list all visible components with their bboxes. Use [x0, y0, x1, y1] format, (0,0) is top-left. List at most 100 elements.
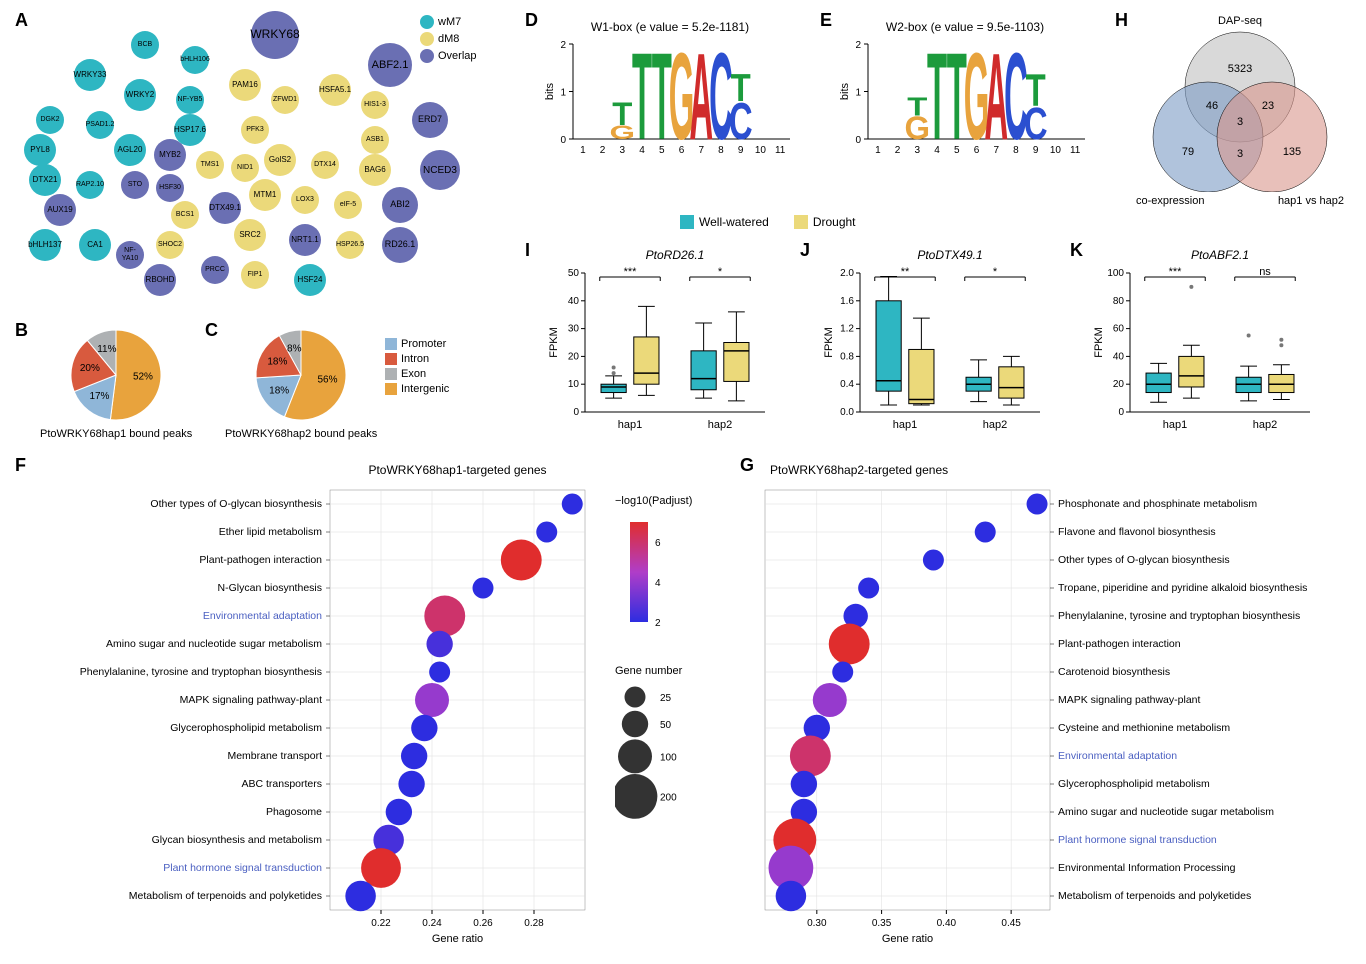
- svg-text:**: **: [901, 266, 910, 278]
- svg-text:0.26: 0.26: [473, 918, 493, 929]
- svg-text:hap1: hap1: [1163, 419, 1187, 431]
- svg-text:PtoRD26.1: PtoRD26.1: [646, 248, 705, 262]
- svg-text:2: 2: [655, 618, 661, 627]
- svg-text:Plant-pathogen interaction: Plant-pathogen interaction: [199, 554, 322, 566]
- legend-row: Overlap: [420, 49, 477, 63]
- svg-text:1: 1: [580, 145, 586, 156]
- pie-b: 52%17%20%11% PtoWRKY68hap1 bound peaks: [40, 325, 192, 440]
- network-node: PFK3: [241, 116, 269, 144]
- network-node: ASB1: [361, 126, 389, 154]
- svg-text:Amino sugar and nucleotide sug: Amino sugar and nucleotide sugar metabol…: [106, 638, 322, 650]
- svg-text:*: *: [718, 266, 723, 278]
- svg-text:Gene ratio: Gene ratio: [882, 933, 933, 945]
- svg-text:Plant hormone signal transduct: Plant hormone signal transduction: [1058, 834, 1217, 846]
- svg-text:Other types of O-glycan biosyn: Other types of O-glycan biosynthesis: [1058, 554, 1230, 566]
- svg-text:25: 25: [660, 693, 672, 704]
- network-node: PSAD1.2: [86, 111, 114, 139]
- panel-c-label: C: [205, 320, 218, 341]
- network-node: SHOC2: [156, 231, 184, 259]
- svg-text:0.35: 0.35: [872, 918, 892, 929]
- svg-text:50: 50: [660, 720, 672, 731]
- svg-text:3: 3: [915, 145, 921, 156]
- svg-text:135: 135: [1283, 146, 1301, 158]
- svg-text:0.45: 0.45: [1001, 918, 1021, 929]
- svg-text:200: 200: [660, 792, 677, 803]
- svg-text:Metabolism of terpenoids and p: Metabolism of terpenoids and polyketides: [129, 890, 322, 902]
- network-node: TMS1: [196, 151, 224, 179]
- svg-text:FPKM: FPKM: [548, 327, 560, 358]
- svg-text:3: 3: [1237, 148, 1243, 160]
- svg-text:MAPK signaling pathway-plant: MAPK signaling pathway-plant: [1058, 694, 1200, 706]
- network-node: WRKY68: [251, 11, 299, 59]
- panel-j-label: J: [800, 240, 810, 261]
- svg-text:0.40: 0.40: [937, 918, 957, 929]
- svg-text:hap2: hap2: [1253, 419, 1277, 431]
- svg-text:1.2: 1.2: [840, 324, 854, 335]
- svg-text:PtoABF2.1: PtoABF2.1: [1191, 248, 1249, 262]
- network-node: BAG6: [359, 154, 391, 186]
- svg-text:Glycerophospholipid metabolism: Glycerophospholipid metabolism: [1058, 778, 1210, 790]
- network-node: WRKY33: [74, 59, 106, 91]
- network-legend: wM7dM8Overlap: [420, 15, 477, 66]
- svg-text:bits: bits: [545, 82, 556, 100]
- network-node: ABF2.1: [368, 43, 412, 87]
- panel-d-label: D: [525, 10, 538, 31]
- svg-text:T: T: [612, 95, 632, 132]
- svg-text:Other types of O-glycan biosyn: Other types of O-glycan biosynthesis: [150, 498, 322, 510]
- panel-f-label: F: [15, 455, 26, 476]
- svg-text:8: 8: [718, 145, 724, 156]
- network-node: ERD7: [412, 102, 448, 138]
- svg-text:9: 9: [1033, 145, 1039, 156]
- logo-d-title: W1-box (e value = 5.2e-1181): [545, 20, 795, 34]
- svg-text:6: 6: [655, 538, 661, 549]
- svg-text:Amino sugar and nucleotide sug: Amino sugar and nucleotide sugar metabol…: [1058, 806, 1274, 818]
- svg-text:0.8: 0.8: [840, 351, 854, 362]
- svg-text:Phenylalanine, tyrosine and tr: Phenylalanine, tyrosine and tryptophan b…: [80, 666, 322, 678]
- network-node: PAM16: [229, 69, 261, 101]
- svg-text:1: 1: [875, 145, 881, 156]
- network-node: NF-YB5: [176, 86, 204, 114]
- network-node: ABI2: [382, 187, 418, 223]
- network-node: MTM1: [249, 179, 281, 211]
- svg-text:***: ***: [1169, 266, 1183, 278]
- venn-bl-label: co-expression: [1136, 195, 1204, 207]
- boxplot-j: PtoDTX49.10.00.40.81.21.62.0FPKMhap1**ha…: [820, 245, 1050, 443]
- svg-text:ABC transporters: ABC transporters: [241, 778, 322, 790]
- color-legend-label: −log10(Padjust): [615, 495, 735, 507]
- network-node: RBOHD: [144, 264, 176, 296]
- size-legend-label: Gene number: [615, 665, 735, 677]
- boxplot-i: PtoRD26.101020304050FPKMhap1***hap2*: [545, 245, 775, 443]
- svg-text:2: 2: [855, 40, 861, 51]
- svg-text:56%: 56%: [318, 375, 338, 386]
- boxplot-k: PtoABF2.1020406080100FPKMhap1***hap2ns: [1090, 245, 1320, 443]
- svg-text:80: 80: [1113, 296, 1125, 307]
- svg-text:2.0: 2.0: [840, 268, 854, 279]
- venn-br-label: hap1 vs hap2: [1278, 195, 1344, 207]
- svg-text:0.28: 0.28: [524, 918, 544, 929]
- svg-text:4: 4: [655, 578, 661, 589]
- svg-text:2: 2: [600, 145, 606, 156]
- pie-legend-row: Intergenic: [385, 383, 449, 395]
- svg-text:4: 4: [639, 145, 645, 156]
- svg-text:30: 30: [568, 324, 580, 335]
- svg-text:T: T: [907, 92, 927, 121]
- svg-text:Plant-pathogen interaction: Plant-pathogen interaction: [1058, 638, 1181, 650]
- svg-text:PtoDTX49.1: PtoDTX49.1: [917, 248, 982, 262]
- svg-text:0: 0: [573, 407, 579, 418]
- svg-text:1: 1: [855, 88, 861, 99]
- pie-b-title: PtoWRKY68hap1 bound peaks: [40, 428, 192, 440]
- svg-text:0.22: 0.22: [371, 918, 391, 929]
- svg-text:100: 100: [660, 752, 677, 763]
- network-node: DGK2: [36, 106, 64, 134]
- logo-e: W2-box (e value = 9.5e-1103) 012bits12GT…: [840, 20, 1090, 167]
- svg-text:***: ***: [624, 266, 638, 278]
- network-node: eIF-5: [334, 191, 362, 219]
- svg-text:46: 46: [1206, 100, 1218, 112]
- svg-text:Metabolism of terpenoids and p: Metabolism of terpenoids and polyketides: [1058, 890, 1251, 902]
- svg-text:Environmental adaptation: Environmental adaptation: [203, 610, 322, 622]
- svg-text:Phenylalanine, tyrosine and tr: Phenylalanine, tyrosine and tryptophan b…: [1058, 610, 1300, 622]
- svg-text:10: 10: [755, 145, 767, 156]
- network-node: CA1: [79, 229, 111, 261]
- logo-d: W1-box (e value = 5.2e-1181) 012bits12GT…: [545, 20, 795, 167]
- svg-text:hap1: hap1: [893, 419, 917, 431]
